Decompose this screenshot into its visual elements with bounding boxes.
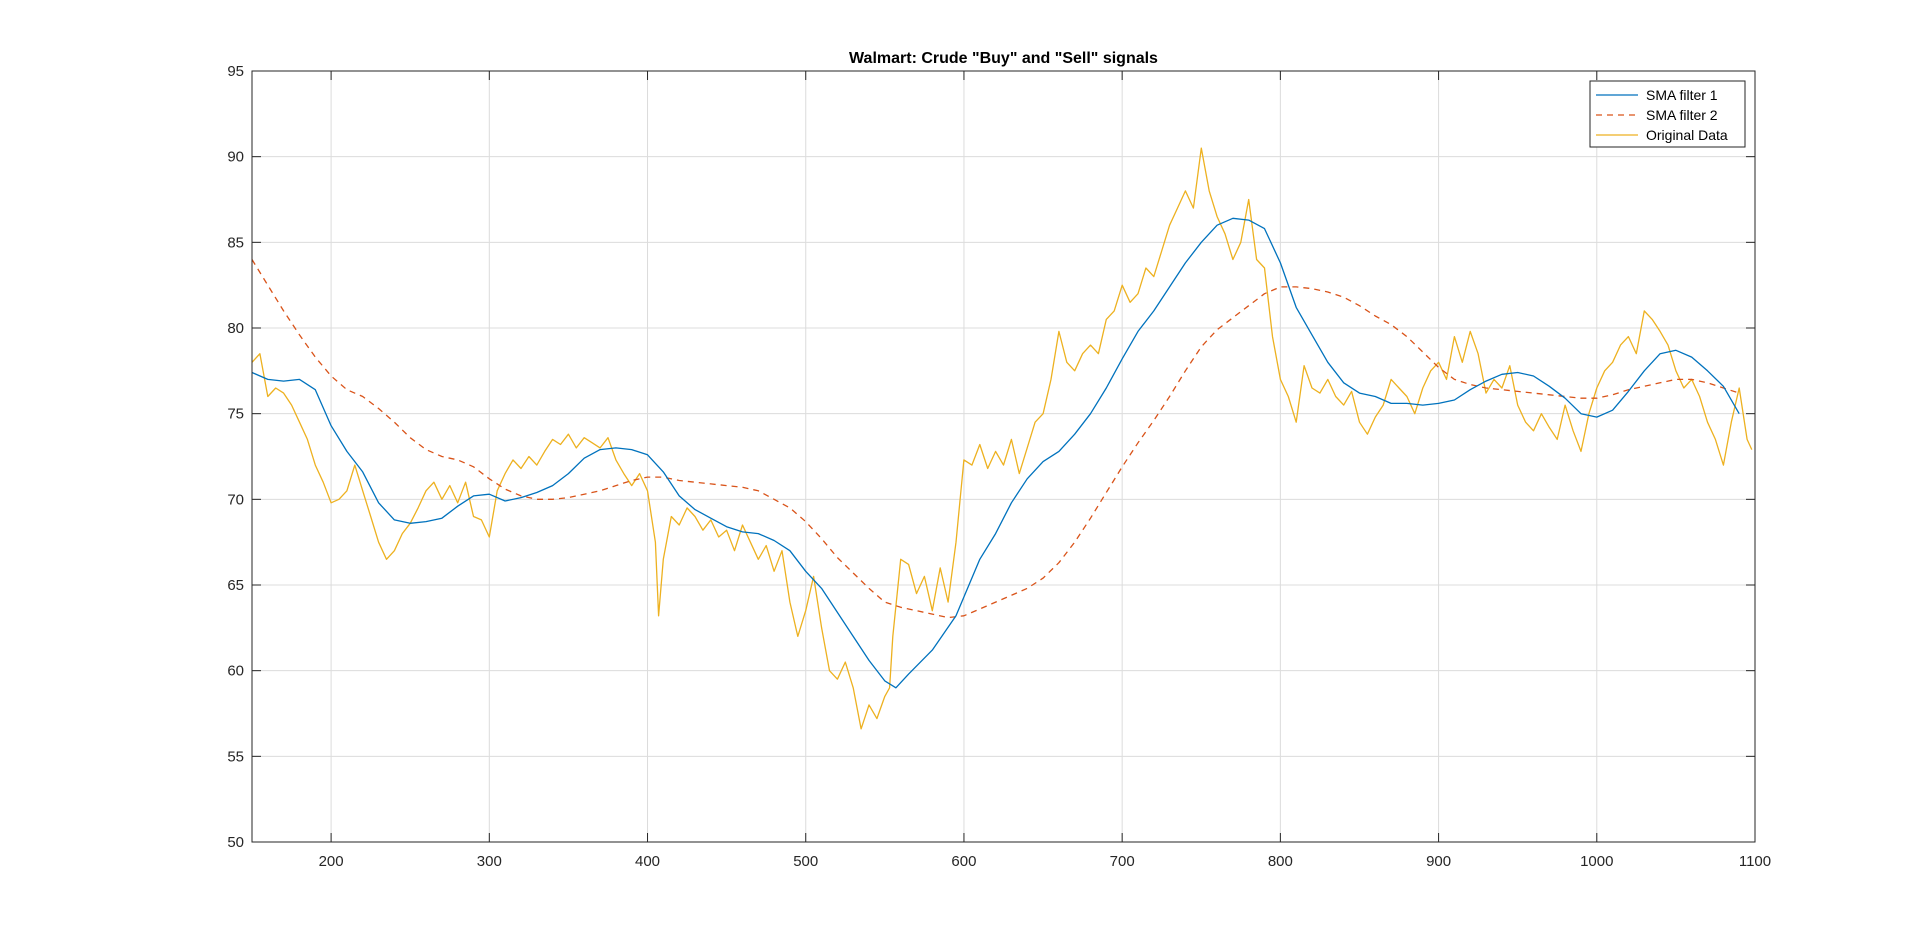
y-tick-label: 95 — [227, 63, 244, 80]
grid-lines — [252, 70, 1756, 843]
axes-box — [251, 70, 1756, 843]
series-line-sma-filter-1 — [251, 217, 1740, 689]
x-tick-label: 400 — [635, 853, 660, 870]
legend-box — [1589, 80, 1746, 148]
x-tick-label: 300 — [477, 853, 502, 870]
y-tick-label: 90 — [227, 149, 244, 166]
y-tick-label: 75 — [227, 406, 244, 423]
series-line-original-data — [251, 147, 1753, 730]
series-line-sma-filter-2 — [251, 259, 1740, 619]
x-tick-label: 1000 — [1580, 853, 1613, 870]
y-tick-label: 55 — [227, 748, 244, 765]
y-tick-label: 50 — [227, 834, 244, 851]
x-tick-label: 600 — [951, 853, 976, 870]
y-tick-label: 80 — [227, 320, 244, 337]
x-tick-label: 800 — [1268, 853, 1293, 870]
x-tick-label: 900 — [1426, 853, 1451, 870]
y-tick-label: 60 — [227, 663, 244, 680]
legend-label: SMA filter 2 — [1646, 107, 1718, 123]
x-tick-label: 1100 — [1739, 853, 1771, 870]
x-tick-label: 500 — [793, 853, 818, 870]
x-tick-label: 700 — [1110, 853, 1135, 870]
legend-label: SMA filter 1 — [1646, 87, 1718, 103]
legend: SMA filter 1 SMA filter 2 Original Data — [1589, 80, 1746, 148]
y-tick-label: 70 — [227, 491, 244, 508]
plot-series — [251, 147, 1753, 730]
x-tick-label: 200 — [319, 853, 344, 870]
legend-label: Original Data — [1646, 127, 1728, 143]
y-tick-label: 85 — [227, 234, 244, 251]
y-tick-label: 65 — [227, 577, 244, 594]
axis-ticks: 200 300 400 500 600 700 800 900 1000 1100 50 55 60 65… — [227, 63, 1771, 870]
chart-title: Walmart: Crude "Buy" and "Sell" signals — [849, 50, 1158, 67]
